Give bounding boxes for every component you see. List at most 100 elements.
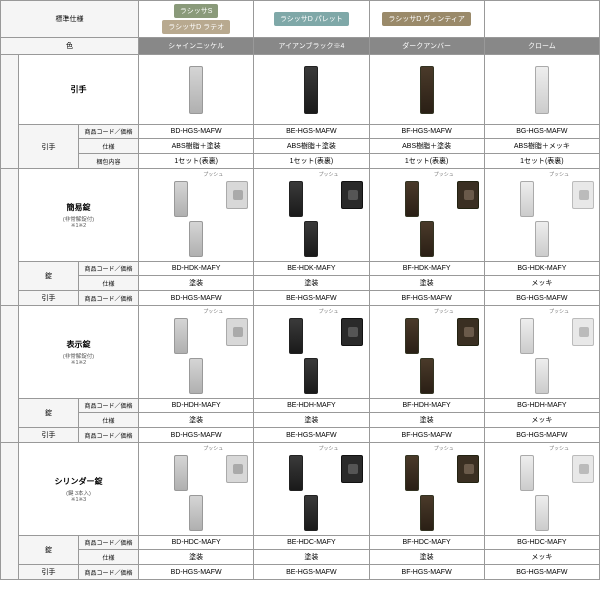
attr-label: 梱包内容 (79, 154, 139, 169)
attr-value: BG-HGS-MAFW (484, 291, 599, 306)
color-name: シャインニッケル (139, 38, 254, 55)
attr-value: 塗装 (139, 276, 254, 291)
attr-value: 塗装 (254, 276, 369, 291)
product-image-cell (254, 55, 369, 125)
series-cell: ラシッサS ラシッサD ラテオ (139, 1, 254, 38)
section-side-label (1, 169, 19, 306)
attr-value: 塗装 (254, 413, 369, 428)
attr-value: ABS樹脂＋塗装 (139, 139, 254, 154)
handle-icon (174, 455, 188, 491)
product-image-cell: プッシュ (484, 443, 599, 536)
product-image-cell: プッシュ (369, 306, 484, 399)
push-label: プッシュ (434, 308, 454, 315)
spec-header: 標準仕様 (1, 1, 139, 38)
attr-value: BG-HDC-MAFY (484, 536, 599, 550)
section-side-label (1, 306, 19, 443)
attr-value: BF-HGS-MAFW (369, 565, 484, 580)
handle-icon (304, 221, 318, 257)
section-side-label (1, 443, 19, 580)
section-title: シリンダー錠(鍵 3本入)※1※3 (19, 443, 139, 536)
attr-label: 仕様 (79, 139, 139, 154)
product-image-cell (484, 55, 599, 125)
tag-lateo: ラシッサD ラテオ (162, 20, 230, 34)
handle-icon (289, 181, 303, 217)
color-name: ダークアンバー (369, 38, 484, 55)
group-label: 引手 (19, 125, 79, 169)
push-label: プッシュ (549, 171, 569, 178)
push-plate-icon (572, 181, 594, 209)
attr-value: 1セット(表裏) (139, 154, 254, 169)
attr-value: BG-HGS-MAFW (484, 125, 599, 139)
attr-value: BE-HDK-MAFY (254, 262, 369, 276)
handle-icon (304, 66, 318, 114)
section-title: 簡易錠(非常解錠付)※1※2 (19, 169, 139, 262)
handle-icon (189, 358, 203, 394)
push-plate-icon (226, 181, 248, 209)
product-image-cell: プッシュ (484, 169, 599, 262)
attr-label: 商品コード／価格 (79, 291, 139, 306)
attr-value: BD-HGS-MAFW (139, 428, 254, 443)
handle-icon (420, 221, 434, 257)
group-label: 錠 (19, 536, 79, 565)
attr-label: 商品コード／価格 (79, 399, 139, 413)
product-image-cell: プッシュ (139, 169, 254, 262)
push-label: プッシュ (434, 445, 454, 452)
handle-icon (405, 455, 419, 491)
attr-value: BD-HDH-MAFY (139, 399, 254, 413)
push-plate-icon (341, 455, 363, 483)
attr-value: メッキ (484, 276, 599, 291)
group-label: 引手 (19, 565, 79, 580)
product-image-cell: プッシュ (369, 443, 484, 536)
push-plate-icon (457, 181, 479, 209)
attr-value: BE-HDH-MAFY (254, 399, 369, 413)
attr-label: 商品コード／価格 (79, 262, 139, 276)
tag-palette: ラシッサD パレット (274, 12, 349, 26)
attr-value: 塗装 (369, 276, 484, 291)
attr-value: 1セット(表裏) (369, 154, 484, 169)
push-plate-icon (226, 318, 248, 346)
handle-icon (174, 318, 188, 354)
color-name: アイアンブラック※4 (254, 38, 369, 55)
product-image-cell: プッシュ (139, 306, 254, 399)
push-plate-icon (341, 181, 363, 209)
push-label: プッシュ (203, 308, 223, 315)
attr-value: 塗装 (254, 550, 369, 565)
attr-value: BE-HGS-MAFW (254, 565, 369, 580)
attr-value: BG-HDK-MAFY (484, 262, 599, 276)
color-header: 色 (1, 38, 139, 55)
push-plate-icon (457, 318, 479, 346)
attr-value: 塗装 (369, 413, 484, 428)
handle-icon (420, 66, 434, 114)
attr-value: BG-HGS-MAFW (484, 565, 599, 580)
attr-value: 1セット(表裏) (484, 154, 599, 169)
attr-value: BE-HGS-MAFW (254, 125, 369, 139)
push-label: プッシュ (203, 171, 223, 178)
attr-value: 塗装 (369, 550, 484, 565)
push-label: プッシュ (549, 308, 569, 315)
attr-value: 1セット(表裏) (254, 154, 369, 169)
attr-label: 商品コード／価格 (79, 125, 139, 139)
handle-icon (420, 495, 434, 531)
attr-label: 仕様 (79, 550, 139, 565)
handle-icon (420, 358, 434, 394)
product-image-cell: プッシュ (484, 306, 599, 399)
handle-icon (535, 66, 549, 114)
attr-value: BF-HDC-MAFY (369, 536, 484, 550)
attr-value: BG-HGS-MAFW (484, 428, 599, 443)
handle-icon (520, 318, 534, 354)
attr-value: BD-HGS-MAFW (139, 125, 254, 139)
handle-icon (535, 495, 549, 531)
handle-icon (289, 455, 303, 491)
handle-icon (304, 495, 318, 531)
attr-value: BE-HDC-MAFY (254, 536, 369, 550)
push-label: プッシュ (318, 308, 338, 315)
product-image-cell: プッシュ (254, 443, 369, 536)
push-label: プッシュ (434, 171, 454, 178)
attr-label: 商品コード／価格 (79, 536, 139, 550)
attr-value: BE-HGS-MAFW (254, 291, 369, 306)
attr-value: BD-HDK-MAFY (139, 262, 254, 276)
tag-s: ラシッサS (174, 4, 219, 18)
handle-icon (520, 181, 534, 217)
attr-label: 商品コード／価格 (79, 428, 139, 443)
attr-value: BF-HDH-MAFY (369, 399, 484, 413)
